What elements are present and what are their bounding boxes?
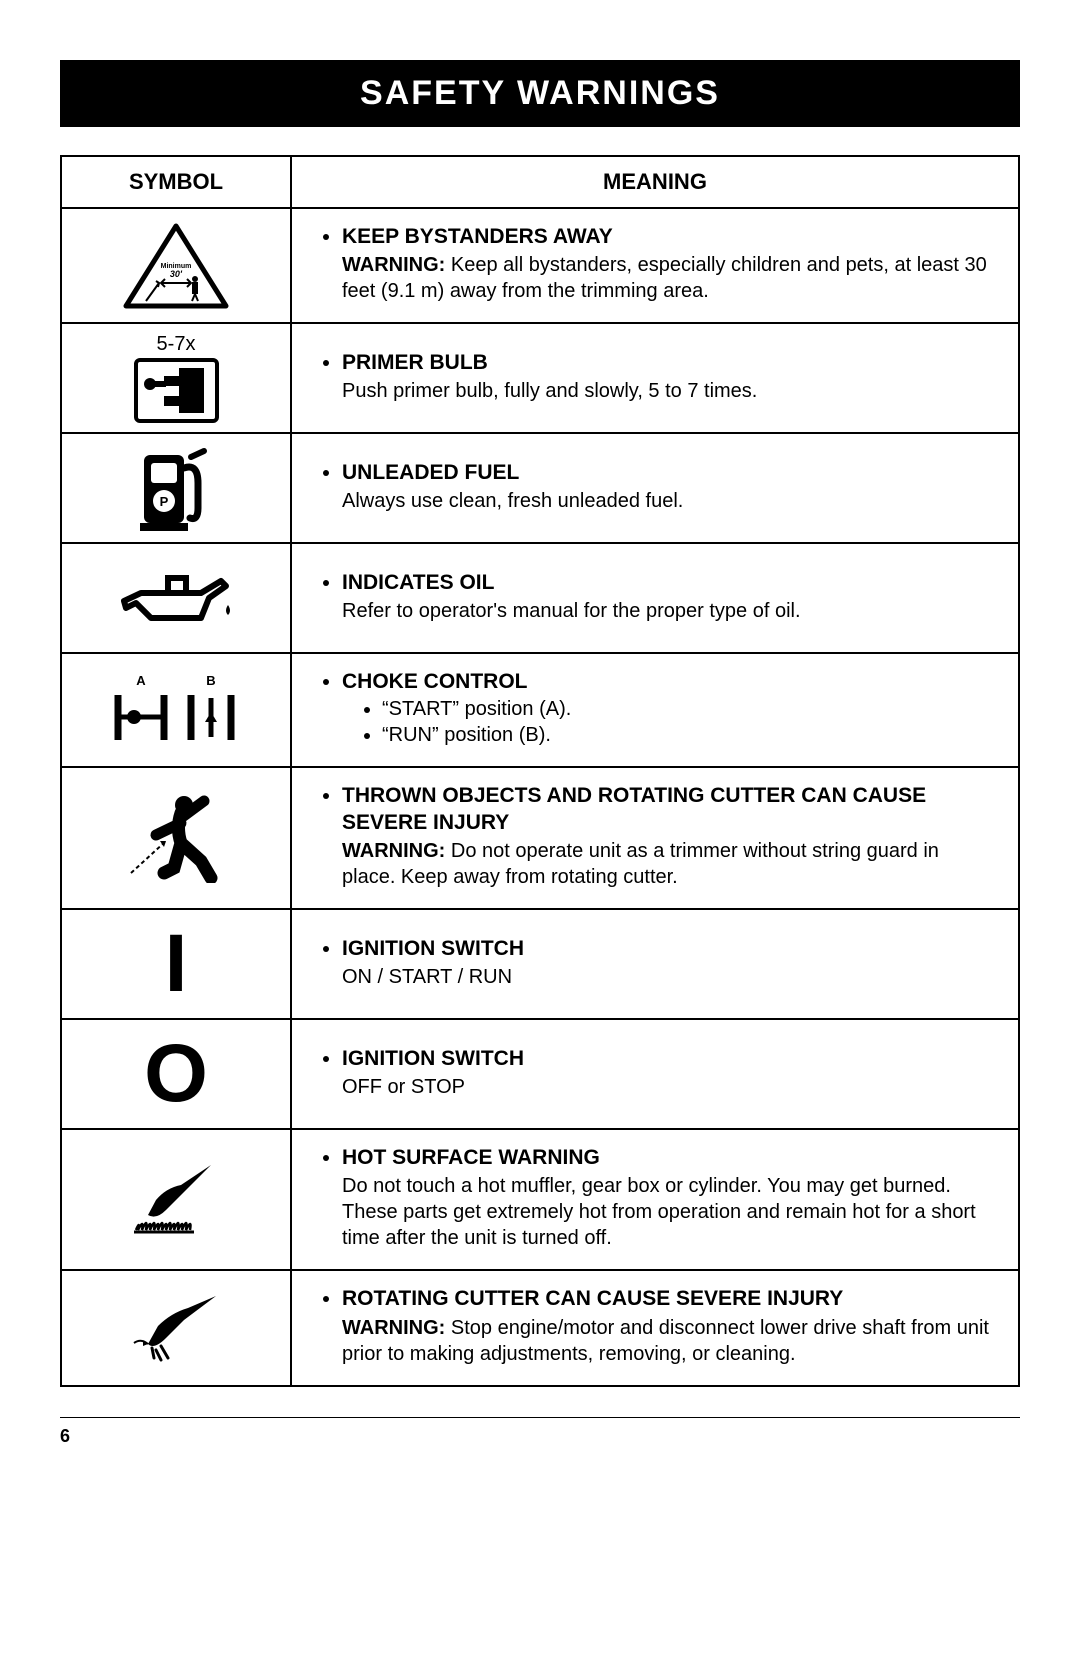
safety-table: SYMBOL MEANING Minimum 30' [60, 155, 1020, 1387]
svg-text:P: P [160, 494, 169, 509]
bystanders-away-icon: Minimum 30' [121, 221, 231, 311]
row-title: ROTATING CUTTER CAN CAUSE SEVERE INJURY [342, 1287, 843, 1310]
row-desc: OFF or STOP [342, 1074, 996, 1100]
ignition-off-icon: O [68, 1033, 284, 1115]
row-title: INDICATES OIL [342, 571, 494, 594]
row-title: KEEP BYSTANDERS AWAY [342, 225, 613, 248]
thrown-objects-icon [126, 793, 226, 883]
row-title: IGNITION SWITCH [342, 1047, 524, 1070]
table-row: P UNLEADED FUEL Always use clean, fresh … [61, 433, 1019, 543]
hot-surface-icon [126, 1160, 226, 1240]
warning-prefix: WARNING: [342, 254, 445, 276]
row-desc: Always use clean, fresh unleaded fuel. [342, 488, 996, 514]
svg-text:B: B [206, 673, 215, 688]
svg-text:30': 30' [170, 269, 183, 279]
row-title: IGNITION SWITCH [342, 937, 524, 960]
row-desc: ON / START / RUN [342, 964, 996, 990]
row-title: UNLEADED FUEL [342, 461, 519, 484]
choke-control-icon: A B [106, 670, 246, 750]
table-row: INDICATES OIL Refer to operator's manual… [61, 543, 1019, 653]
table-row: HOT SURFACE WARNING Do not touch a hot m… [61, 1129, 1019, 1270]
table-row: 5-7x PRIMER BULB Push primer bulb, fully… [61, 323, 1019, 433]
primer-bulb-icon [134, 358, 219, 423]
row-title: CHOKE CONTROL [342, 670, 528, 693]
col-symbol: SYMBOL [61, 156, 291, 208]
page-title: SAFETY WARNINGS [60, 60, 1020, 127]
table-row: A B CHOKE CONTROL “START” position (A [61, 653, 1019, 766]
table-row: O IGNITION SWITCH OFF or STOP [61, 1019, 1019, 1129]
sub-item: “START” position (A). [382, 696, 996, 722]
ignition-on-icon: I [68, 923, 284, 1005]
warning-prefix: WARNING: [342, 840, 445, 862]
table-row: I IGNITION SWITCH ON / START / RUN [61, 909, 1019, 1019]
oil-can-icon [116, 563, 236, 633]
row-title: THROWN OBJECTS AND ROTATING CUTTER CAN C… [342, 784, 926, 834]
table-row: Minimum 30' KEEP BYSTANDERS AWAY WARNIN [61, 208, 1019, 323]
col-meaning: MEANING [291, 156, 1019, 208]
rotating-cutter-icon [126, 1288, 226, 1368]
row-title: PRIMER BULB [342, 351, 488, 374]
table-row: ROTATING CUTTER CAN CAUSE SEVERE INJURY … [61, 1270, 1019, 1385]
row-desc: Push primer bulb, fully and slowly, 5 to… [342, 378, 996, 404]
page-number: 6 [60, 1417, 1020, 1447]
sub-item: “RUN” position (B). [382, 722, 996, 748]
row-desc: Refer to operator's manual for the prope… [342, 598, 996, 624]
icon-label: 5-7x [68, 333, 284, 356]
fuel-pump-icon: P [136, 443, 216, 533]
row-desc: Do not touch a hot muffler, gear box or … [342, 1173, 996, 1251]
row-title: HOT SURFACE WARNING [342, 1146, 600, 1169]
table-row: THROWN OBJECTS AND ROTATING CUTTER CAN C… [61, 767, 1019, 910]
warning-prefix: WARNING: [342, 1317, 445, 1339]
svg-text:A: A [136, 673, 146, 688]
